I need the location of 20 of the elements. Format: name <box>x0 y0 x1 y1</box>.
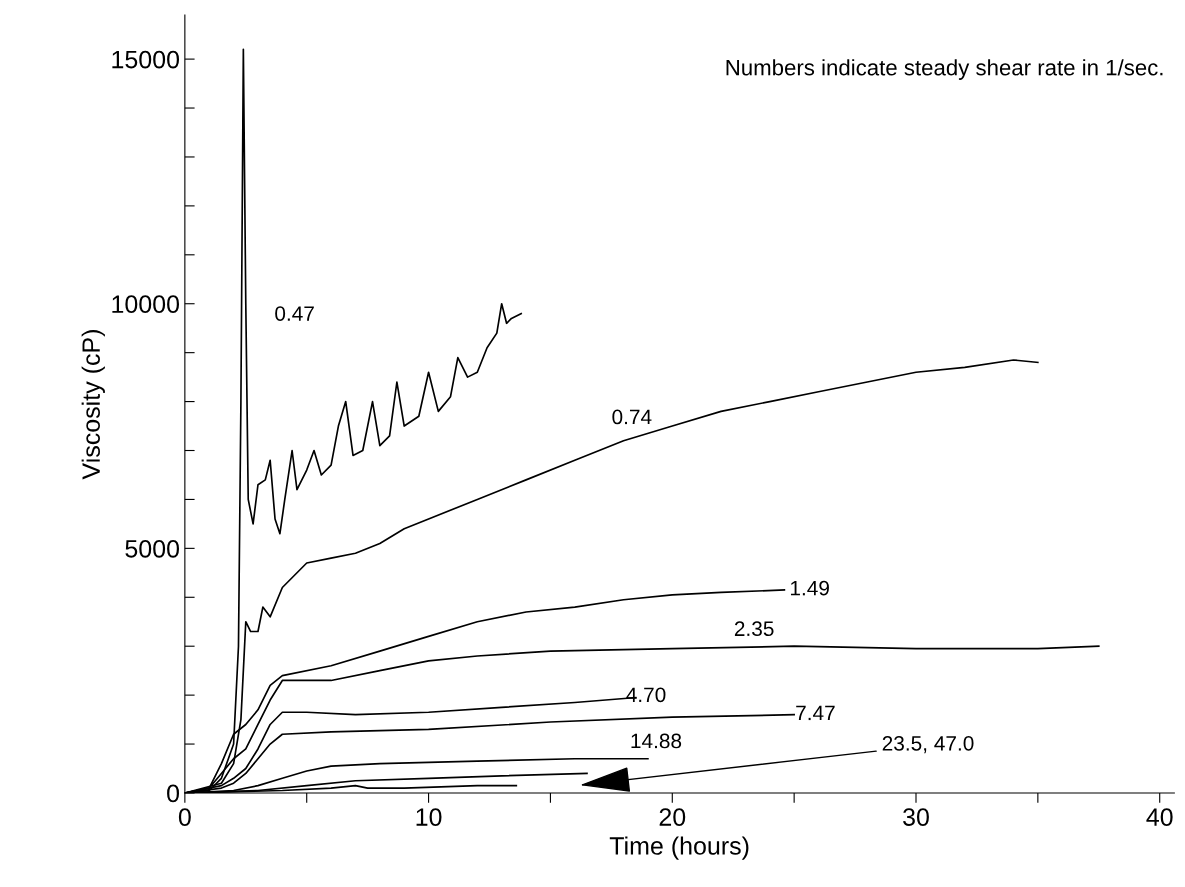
x-tick-label: 0 <box>178 808 191 826</box>
x-tick-label: 40 <box>1146 808 1173 826</box>
y-axis-title: Viscosity (cP) <box>81 330 105 480</box>
annotation: 23.5, 47.0 <box>882 735 974 754</box>
x-axis-title: Time (hours) <box>609 836 749 860</box>
series-label: 0.74 <box>612 409 652 425</box>
y-tick-label: 10000 <box>112 295 180 314</box>
series-label: 7.47 <box>796 705 835 721</box>
x-tick-label: 10 <box>416 808 442 826</box>
annotation: Numbers indicate steady shear rate in 1/sec. <box>726 59 1163 80</box>
series-label: 2.35 <box>734 621 774 637</box>
x-tick-label: 30 <box>903 808 929 826</box>
series-label: 1.49 <box>790 580 829 596</box>
y-tick-label: 0 <box>167 784 180 803</box>
series-label: 0.47 <box>275 306 314 321</box>
y-tick-label: 5000 <box>125 539 180 558</box>
series-label: 14.88 <box>631 733 682 749</box>
series-label: 4.70 <box>626 687 666 703</box>
y-tick-label: 15000 <box>112 50 180 69</box>
x-tick-label: 20 <box>659 808 686 826</box>
